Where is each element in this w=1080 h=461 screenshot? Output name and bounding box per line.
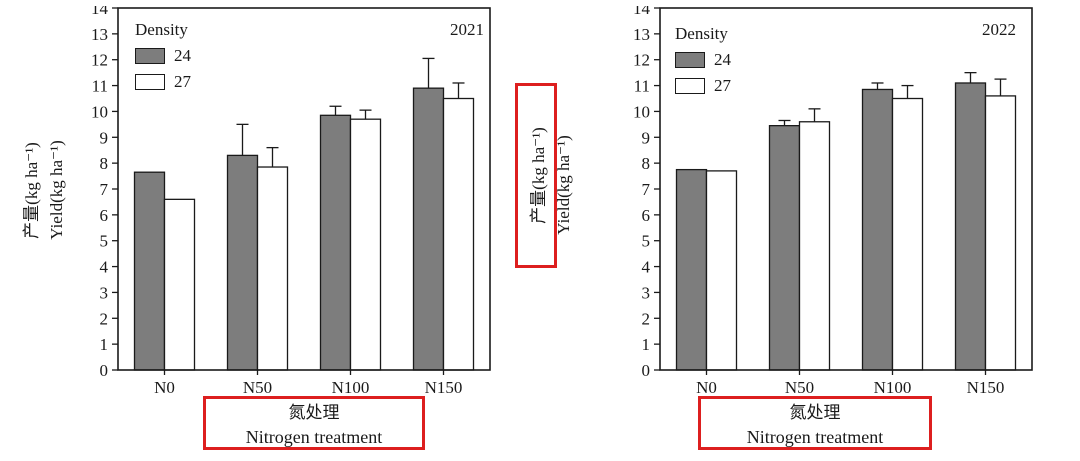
y-tick-label: 7 [642, 180, 651, 199]
bar [984, 95, 1017, 371]
x-axis-label-english: Nitrogen treatment [746, 427, 884, 447]
y-tick-label: 7 [100, 180, 109, 199]
y-axis-label-english: Yield(kg ha⁻¹) [543, 90, 585, 280]
bar [412, 87, 445, 371]
bar [798, 121, 831, 371]
y-tick-label: 8 [642, 154, 651, 173]
x-axis-label-box-highlighted: 氮处理 Nitrogen treatment [698, 396, 932, 450]
legend-item-density-27: 27 [135, 72, 191, 92]
y-axis-label-english-text: Yield(kg ha⁻¹) [47, 140, 66, 240]
y-tick-label: 8 [100, 154, 109, 173]
legend-swatch-gray [675, 52, 705, 68]
x-tick-label: N100 [332, 378, 370, 397]
x-tick-label: N100 [874, 378, 912, 397]
y-tick-label: 3 [642, 283, 651, 302]
x-tick-label: N0 [696, 378, 717, 397]
legend-swatch-white [135, 74, 165, 90]
legend-swatch-white [675, 78, 705, 94]
bar [256, 166, 289, 371]
bar [319, 114, 352, 371]
bar [163, 198, 196, 371]
y-tick-label: 13 [633, 25, 650, 44]
y-tick-label: 1 [642, 335, 651, 354]
y-tick-label: 14 [633, 6, 651, 18]
bar [954, 82, 987, 371]
y-tick-label: 6 [642, 206, 651, 225]
y-tick-label: 5 [100, 232, 109, 251]
y-tick-label: 13 [91, 25, 108, 44]
bar [768, 125, 801, 371]
legend-item-label: 27 [714, 76, 731, 95]
y-tick-label: 2 [100, 309, 109, 328]
plot-border [117, 7, 491, 371]
bar [349, 118, 382, 371]
y-axis-label-chinese-highlighted: 产量(kg ha⁻¹) [515, 83, 557, 268]
year-label: 2022 [982, 20, 1016, 39]
x-axis-label-box-highlighted: 氮处理 Nitrogen treatment [203, 396, 425, 450]
year-label: 2021 [450, 20, 484, 39]
x-tick-label: N0 [154, 378, 175, 397]
legend-item-label: 27 [174, 72, 191, 91]
y-tick-label: 12 [633, 51, 650, 70]
bar [226, 154, 259, 371]
chart-2021: 产量(kg ha⁻¹) Yield(kg ha⁻¹) N0 N50 N100 N150… [22, 6, 491, 450]
y-tick-label: 9 [642, 128, 651, 147]
y-tick-label: 6 [100, 206, 109, 225]
bar [442, 97, 475, 371]
bar [705, 170, 738, 371]
legend: Density 24 27 [135, 20, 191, 92]
y-tick-label: 12 [91, 51, 108, 70]
legend-item-density-27: 27 [675, 76, 731, 96]
x-tick-label: N150 [967, 378, 1005, 397]
y-tick-label: 0 [642, 361, 651, 380]
y-tick-label: 1 [100, 335, 109, 354]
x-tick-label: N150 [425, 378, 463, 397]
x-tick-label: N50 [243, 378, 272, 397]
y-axis-label-english-text: Yield(kg ha⁻¹) [554, 135, 573, 235]
y-tick-label: 11 [634, 77, 650, 96]
y-tick-label: 10 [633, 102, 650, 121]
legend-title: Density [135, 20, 188, 39]
x-axis-label-chinese: 氮处理 [288, 403, 340, 422]
x-axis-label-english: Nitrogen treatment [245, 427, 383, 447]
legend-item-label: 24 [174, 46, 191, 65]
legend: Density 24 27 [675, 24, 731, 96]
y-tick-label: 4 [642, 258, 651, 277]
plot-border [659, 7, 1033, 371]
y-tick-label: 2 [642, 309, 651, 328]
bar [675, 168, 708, 371]
y-tick-label: 5 [642, 232, 651, 251]
legend-title: Density [675, 24, 728, 43]
legend-item-density-24: 24 [675, 50, 731, 70]
bar [133, 171, 166, 371]
y-tick-label: 11 [92, 77, 108, 96]
legend-swatch-gray [135, 48, 165, 64]
y-tick-label: 3 [100, 283, 109, 302]
bar [891, 97, 924, 371]
y-tick-label: 9 [100, 128, 109, 147]
bar [861, 88, 894, 371]
x-axis-label-chinese: 氮处理 [789, 403, 841, 422]
y-tick-label: 0 [100, 361, 109, 380]
y-tick-label: 4 [100, 258, 109, 277]
x-tick-label: N50 [785, 378, 814, 397]
legend-item-label: 24 [714, 50, 731, 69]
y-tick-label: 10 [91, 102, 108, 121]
chart-2022: 产量(kg ha⁻¹) Yield(kg ha⁻¹) N0 N50 N100 N150… [500, 0, 1080, 461]
y-tick-label: 14 [91, 6, 109, 18]
legend-item-density-24: 24 [135, 46, 191, 66]
